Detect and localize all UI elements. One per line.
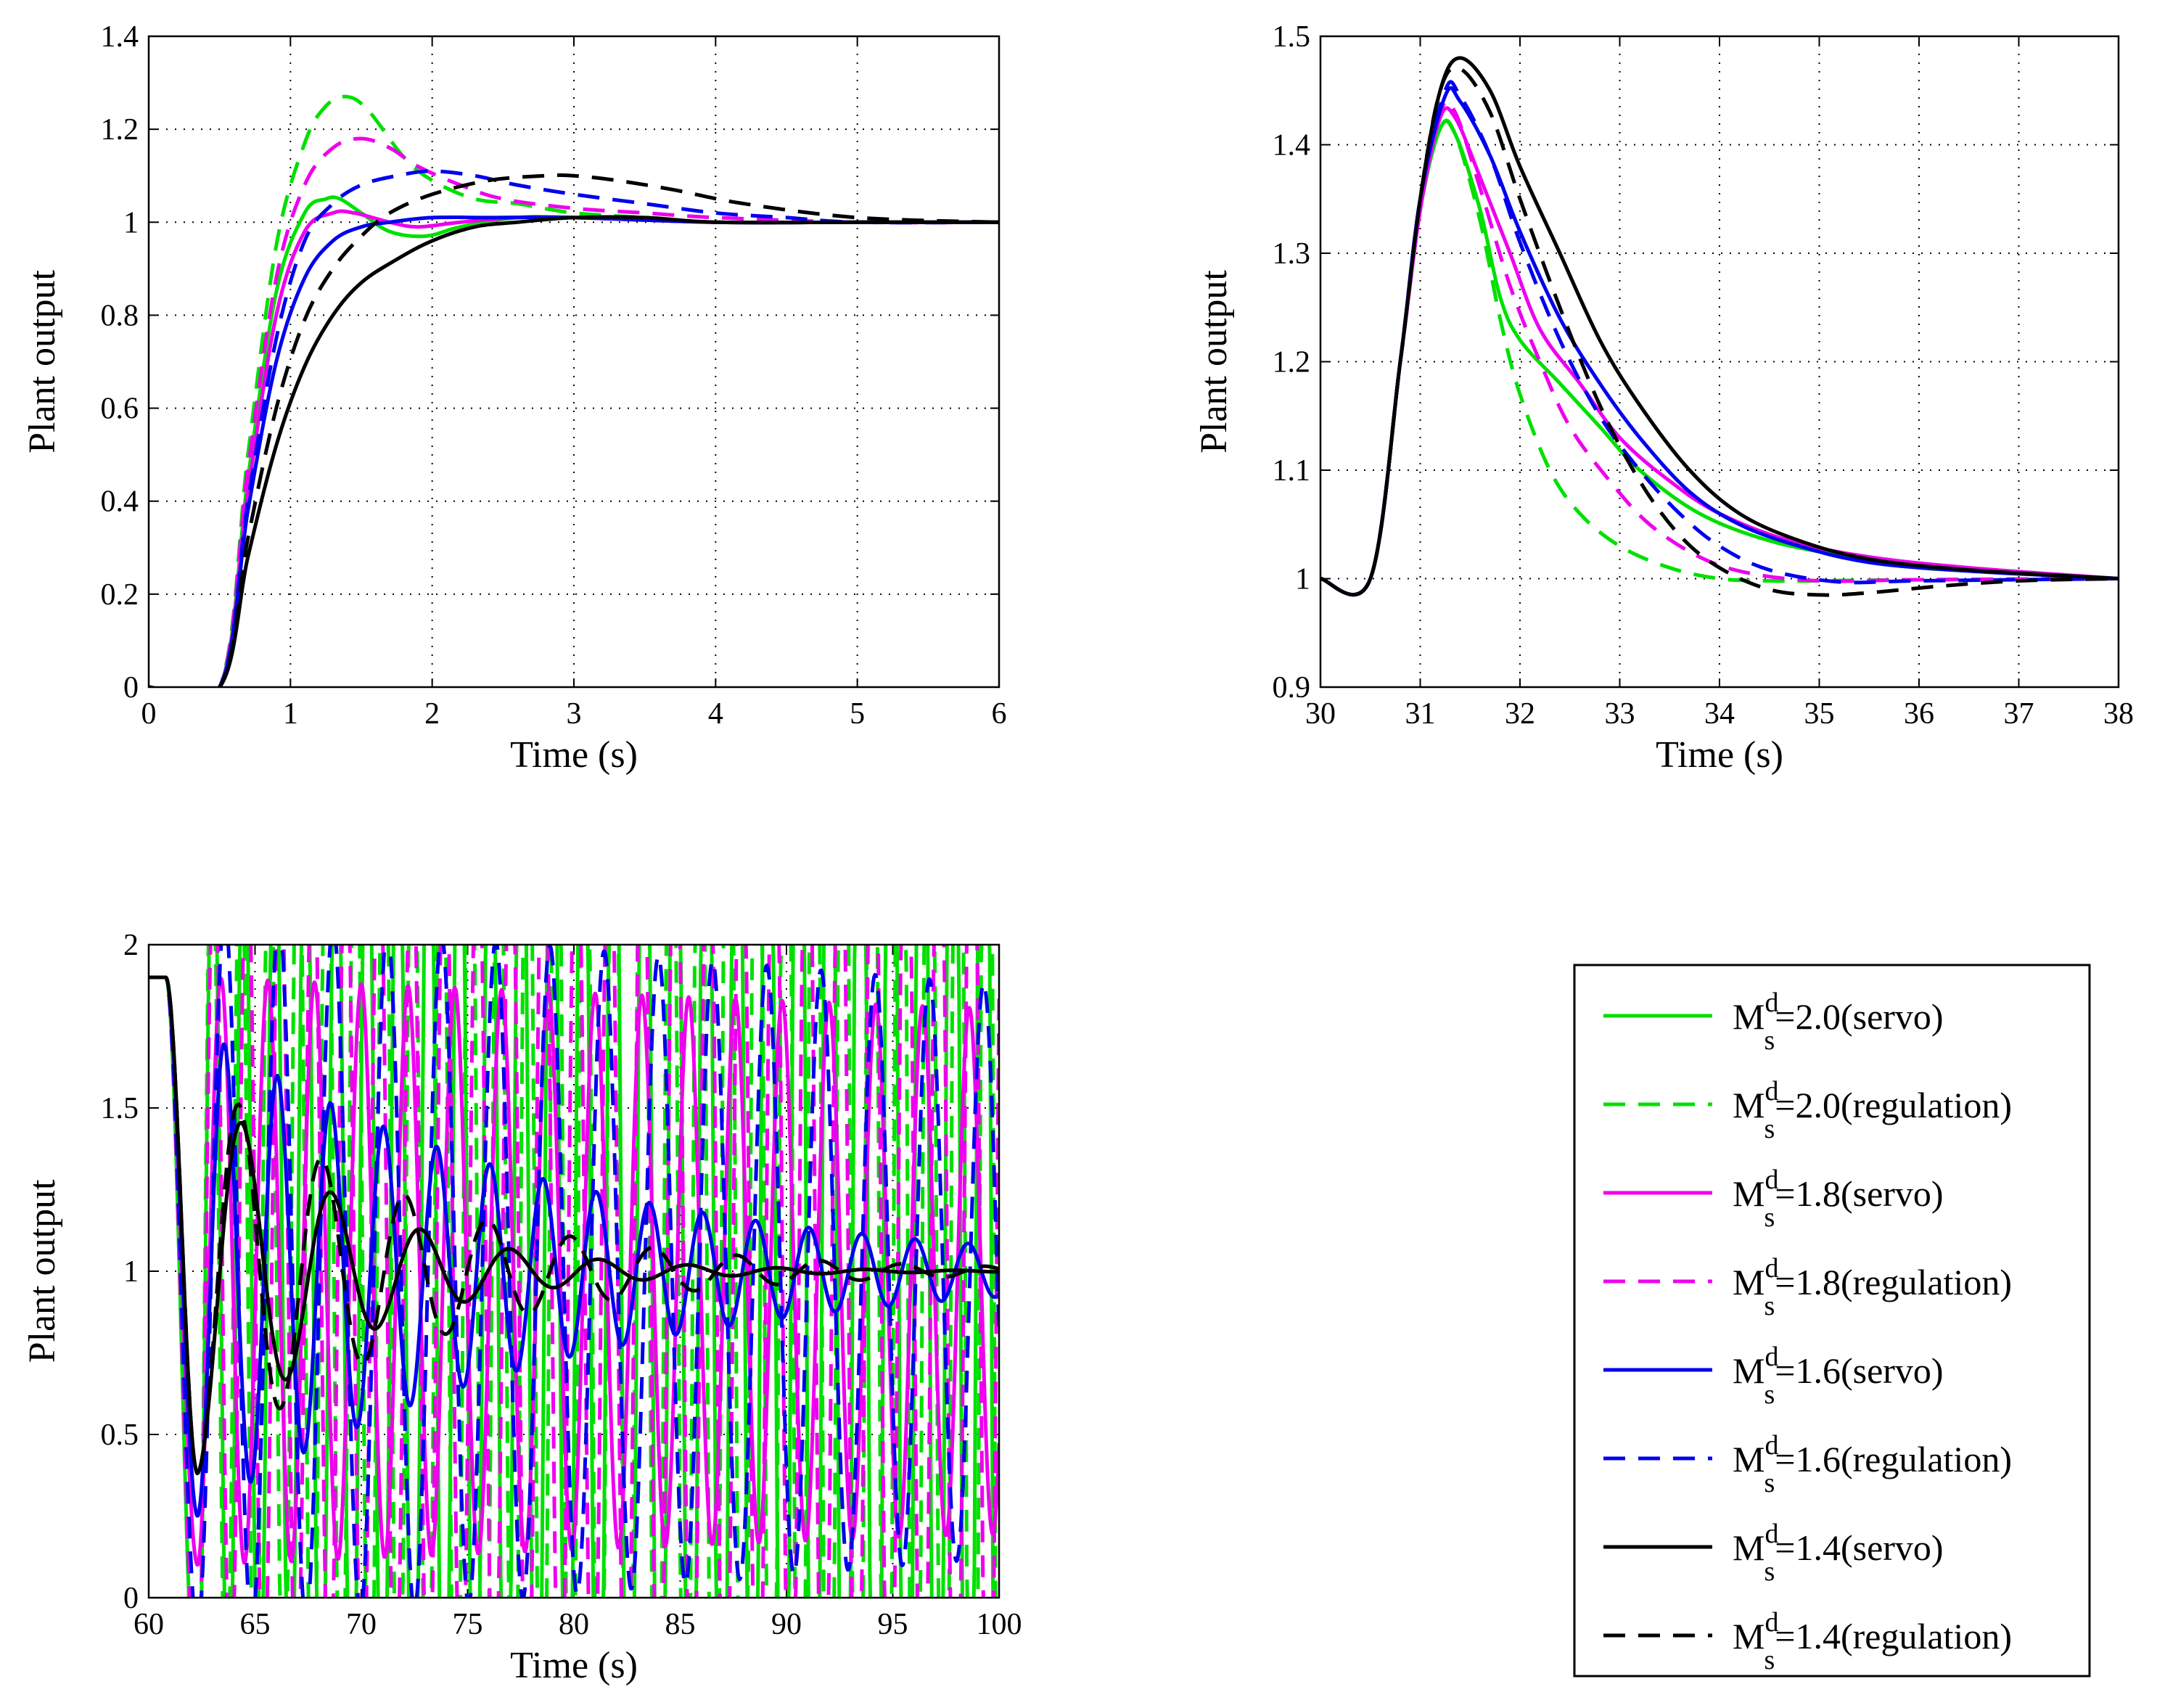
tick-label-y: 1 (123, 206, 139, 239)
series-ms-d-1-6-regulation (149, 169, 999, 687)
series-ms-d-1-6-servo (149, 975, 999, 1518)
legend-entry: Md s=1.6(servo) (1603, 1342, 1944, 1410)
legend-label: Md s=1.4(regulation) (1733, 1607, 2012, 1675)
legend-label: Md s=1.8(regulation) (1733, 1253, 2012, 1321)
tick-label-x: 6 (992, 697, 1007, 731)
tick-label-x: 35 (1804, 697, 1835, 731)
tick-label-x: 2 (424, 697, 440, 731)
legend-entry: Md s=1.4(regulation) (1603, 1607, 2012, 1675)
legend-label: Md s=1.6(servo) (1733, 1342, 1944, 1410)
tick-label-y: 1.1 (1273, 454, 1311, 488)
x-axis-label: Time (s) (510, 1645, 638, 1686)
legend-entry: Md s=2.0(regulation) (1603, 1076, 2012, 1144)
legend-entry: Md s=1.4(servo) (1603, 1519, 1944, 1587)
legend: Md s=2.0(servo) Md s=2.0(regulation) Md s=1.8… (1573, 964, 2091, 1678)
tick-label-y: 0.5 (101, 1418, 139, 1452)
tick-label-y: 1 (123, 1255, 139, 1289)
series-group (149, 945, 999, 1598)
tick-label-y: 0 (123, 671, 139, 705)
axes-frame (147, 35, 1001, 689)
series-ms-d-1-4-servo (149, 215, 999, 687)
tick-label-x: 32 (1505, 697, 1535, 731)
legend-entry: Md s=2.0(servo) (1603, 988, 1944, 1056)
series-ms-d-1-8-regulation (149, 945, 999, 1598)
tick-label-y: 0.4 (101, 485, 139, 519)
legend-label: Md s=1.8(servo) (1733, 1165, 1944, 1233)
tick-label-y: 0 (123, 1582, 139, 1615)
tick-label-x: 95 (878, 1608, 908, 1641)
tick-label-x: 38 (2103, 697, 2134, 731)
series-ms-d-1-4-regulation (149, 975, 999, 1476)
tick-label-x: 33 (1605, 697, 1635, 731)
series-ms-d-2-0-servo (149, 945, 995, 1598)
tick-label-y: 0.9 (1273, 671, 1311, 705)
tick-label-x: 37 (2004, 697, 2034, 731)
legend-label: Md s=2.0(regulation) (1733, 1076, 2012, 1144)
plot-bottom-left: 60 65 70 75 80 85 90 95 100 0 0.5 1 1.5 2 Time (s) Plan… (22, 929, 1022, 1686)
tick-label-x: 4 (708, 697, 723, 731)
series-group (1320, 56, 2119, 597)
tick-label-y: 0.6 (101, 393, 139, 426)
plot-top-right: 30 31 32 33 34 35 36 37 38 0.9 1 1.1 1.2 1.3 1.4 1.5 Tim… (1193, 20, 2134, 776)
tick-label-x: 70 (346, 1608, 377, 1641)
tick-label-x: 34 (1704, 697, 1735, 731)
tick-label-y: 1.5 (1273, 20, 1311, 54)
legend-label: Md s=1.4(servo) (1733, 1519, 1944, 1587)
x-axis-label: Time (s) (510, 734, 638, 776)
legend-entry: Md s=1.8(regulation) (1603, 1253, 2012, 1321)
legend-entry: Md s=1.8(servo) (1603, 1165, 1944, 1233)
legend-label: Md s=1.6(regulation) (1733, 1430, 2012, 1498)
series-ms-d-1-4-servo (1320, 56, 2119, 597)
tick-label-y: 0.8 (101, 299, 139, 332)
series-ms-d-1-4-regulation (149, 173, 999, 687)
tick-label-x: 31 (1405, 697, 1436, 731)
tick-label-x: 80 (559, 1608, 589, 1641)
tick-label-x: 65 (240, 1608, 271, 1641)
tick-label-x: 100 (977, 1608, 1022, 1641)
legend-entry: Md s=1.6(regulation) (1603, 1430, 2012, 1498)
tick-label-y: 2 (123, 929, 139, 962)
tick-label-x: 30 (1305, 697, 1336, 731)
tick-label-y: 1.3 (1273, 237, 1311, 271)
tick-label-y: 1.2 (101, 113, 139, 147)
tick-label-x: 90 (771, 1608, 802, 1641)
axes-frame (147, 943, 1001, 1599)
x-axis-label: Time (s) (1656, 734, 1783, 776)
tick-label-x: 75 (453, 1608, 483, 1641)
tick-label-x: 1 (283, 697, 298, 731)
plot-area (1320, 36, 2119, 687)
tick-label-x: 0 (141, 697, 157, 731)
legend-label: Md s=2.0(servo) (1733, 988, 1944, 1056)
tick-label-x: 36 (1904, 697, 1934, 731)
axes-frame (1319, 35, 2120, 689)
series-ms-d-1-6-regulation (149, 945, 999, 1598)
tick-label-x: 85 (665, 1608, 696, 1641)
y-axis-label: Plant output (22, 270, 63, 453)
tick-label-x: 60 (133, 1608, 164, 1641)
tick-label-y: 0.2 (101, 578, 139, 612)
plot-area (149, 36, 999, 687)
y-axis-label: Plant output (22, 1179, 63, 1363)
tick-label-y: 1.2 (1273, 346, 1311, 379)
y-axis-label: Plant output (1193, 270, 1235, 453)
series-group (149, 94, 999, 687)
tick-label-y: 1.4 (101, 20, 139, 54)
series-ms-d-1-8-regulation (149, 136, 999, 687)
tick-label-y: 1.5 (101, 1092, 139, 1125)
tick-label-x: 3 (567, 697, 582, 731)
legend-box (1573, 964, 2091, 1678)
plot-top-left: 0 1 2 3 4 5 6 0 0.2 0.4 0.6 0.8 1 1.2 1.4 Time (s) Plant… (22, 20, 1007, 776)
tick-label-x: 5 (850, 697, 865, 731)
tick-label-y: 1.4 (1273, 129, 1311, 163)
tick-label-y: 1 (1295, 563, 1310, 596)
